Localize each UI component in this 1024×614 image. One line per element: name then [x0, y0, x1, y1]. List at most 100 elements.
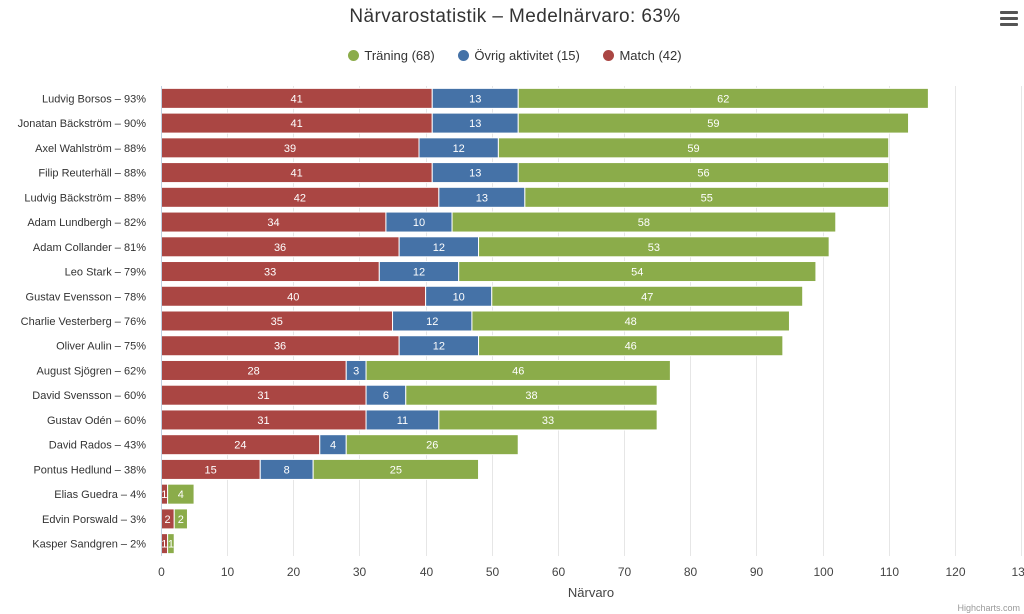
bar-value-label: 46: [625, 341, 637, 353]
legend-label-match: Match (42): [619, 48, 682, 63]
category-label: Kasper Sandgren – 2%: [32, 539, 146, 551]
bar-value-label: 4: [178, 489, 184, 501]
bar-value-label: 2: [178, 514, 184, 526]
bar-value-label: 56: [697, 168, 709, 180]
x-tick-label: 20: [287, 565, 301, 579]
legend-item-match[interactable]: Match (42): [603, 48, 682, 63]
bar-value-label: 1: [161, 539, 167, 551]
bar-value-label: 58: [638, 217, 650, 229]
x-tick-label: 120: [945, 565, 965, 579]
bar-value-label: 10: [453, 291, 465, 303]
category-label: Adam Lundbergh – 82%: [27, 217, 146, 229]
category-label: Axel Wahlström – 88%: [35, 143, 146, 155]
credits-link[interactable]: Highcharts.com: [957, 603, 1020, 613]
bar-value-label: 59: [687, 143, 699, 155]
x-tick-label: 70: [618, 565, 632, 579]
bar-segment[interactable]: [478, 335, 784, 357]
x-tick-label: 10: [221, 565, 235, 579]
bar-value-label: 33: [264, 267, 276, 279]
category-labels: Ludvig Borsos – 93% Jonatan Bäckström – 9…: [18, 93, 147, 550]
bar-segment[interactable]: [517, 87, 929, 109]
legend-label-traning: Träning (68): [364, 48, 435, 63]
bar-value-label: 3: [353, 365, 359, 377]
bar-segment[interactable]: [491, 285, 804, 307]
bar-segment[interactable]: [173, 508, 188, 530]
bar-segment[interactable]: [167, 483, 195, 505]
bar-value-label: 12: [426, 316, 438, 328]
bar-value-label: 13: [476, 192, 488, 204]
bar-segment[interactable]: [524, 186, 890, 208]
bar-segment[interactable]: [365, 359, 671, 381]
bar-segments: [160, 87, 929, 555]
bar-value-label: 15: [204, 464, 216, 476]
category-label: Gustav Odén – 60%: [47, 415, 146, 427]
category-label: Ludvig Borsos – 93%: [42, 93, 146, 105]
bar-value-label: 1: [161, 489, 167, 501]
x-tick-label: 30: [353, 565, 367, 579]
chart-title: Närvarostatistik – Medelnärvaro: 63%: [349, 6, 681, 27]
bar-value-label: 2: [165, 514, 171, 526]
bar-segment[interactable]: [345, 434, 519, 456]
bar-value-label: 11: [397, 415, 408, 427]
x-axis-ticks: 0 10 20 30 40 50 60 70 80 90 100 110 120 130: [158, 565, 1024, 579]
bar-value-label: 41: [290, 118, 302, 130]
bar-value-label: 38: [525, 390, 537, 402]
bar-segment[interactable]: [517, 162, 890, 184]
legend-item-ovrig-aktivitet[interactable]: Övrig aktivitet (15): [458, 48, 580, 63]
bar-value-label: 24: [234, 440, 246, 452]
bar-value-label: 47: [641, 291, 653, 303]
category-label: David Rados – 43%: [49, 440, 146, 452]
category-label: August Sjögren – 62%: [37, 365, 147, 377]
category-label: Jonatan Bäckström – 90%: [18, 118, 147, 130]
legend-dot-ovrig-aktivitet: [458, 50, 470, 61]
legend: Träning (68) Övrig aktivitet (15) Match …: [0, 48, 1024, 63]
bar-value-label: 33: [542, 415, 554, 427]
bar-segment[interactable]: [478, 236, 830, 258]
bar-value-label: 12: [433, 341, 445, 353]
legend-item-traning[interactable]: Träning (68): [348, 48, 435, 63]
bar-value-label: 55: [701, 192, 713, 204]
legend-dot-match: [603, 50, 615, 61]
bar-value-label: 25: [390, 464, 402, 476]
bar-segment[interactable]: [405, 384, 658, 406]
bar-value-label: 12: [453, 143, 465, 155]
bar-value-label: 6: [383, 390, 389, 402]
category-label: Edvin Porswald – 3%: [42, 514, 146, 526]
bar-segment[interactable]: [438, 409, 658, 431]
bar-segment[interactable]: [458, 261, 817, 283]
bar-segment[interactable]: [167, 533, 175, 555]
bar-segment[interactable]: [471, 310, 790, 332]
bar-value-label: 36: [274, 242, 286, 254]
bar-value-label: 41: [290, 168, 302, 180]
category-label: Oliver Aulin – 75%: [56, 341, 146, 353]
bar-value-label: 31: [257, 390, 269, 402]
bar-value-label: 28: [247, 365, 259, 377]
bar-segment[interactable]: [451, 211, 837, 233]
bar-value-label: 36: [274, 341, 286, 353]
x-tick-label: 80: [684, 565, 698, 579]
bar-value-label: 4: [330, 440, 336, 452]
bar-segment[interactable]: [497, 137, 890, 159]
legend-label-ovrig-aktivitet: Övrig aktivitet (15): [474, 48, 580, 63]
bar-value-label: 13: [469, 93, 481, 105]
bar-value-label: 10: [413, 217, 425, 229]
bar-value-label: 31: [257, 415, 269, 427]
bar-value-label: 42: [294, 192, 306, 204]
bar-value-label: 40: [287, 291, 299, 303]
hamburger-menu-icon[interactable]: [1000, 11, 1018, 27]
bar-value-label: 12: [413, 267, 425, 279]
bar-value-label: 39: [284, 143, 296, 155]
x-tick-label: 50: [486, 565, 500, 579]
x-tick-label: 40: [420, 565, 434, 579]
bar-value-label: 48: [625, 316, 637, 328]
bar-segment[interactable]: [312, 458, 480, 480]
bar-value-label: 41: [290, 93, 302, 105]
bar-segment[interactable]: [517, 112, 910, 134]
category-label: Adam Collander – 81%: [33, 242, 146, 254]
x-tick-label: 60: [552, 565, 566, 579]
bar-value-label: 1: [168, 539, 174, 551]
bar-value-label: 12: [433, 242, 445, 254]
category-label: David Svensson – 60%: [32, 390, 146, 402]
bar-value-label: 54: [631, 267, 643, 279]
